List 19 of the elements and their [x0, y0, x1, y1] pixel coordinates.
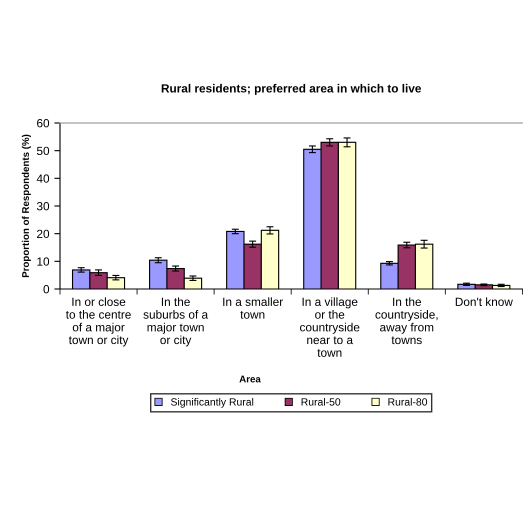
chart-title: Rural residents; preferred area in which to live	[162, 84, 422, 95]
x-tick-label: In the suburbs of a major town or city	[143, 297, 208, 346]
y-tick-label: 40	[36, 174, 50, 183]
x-tick-label: Don't know	[456, 297, 513, 306]
legend-label: Significantly Rural	[170, 398, 254, 408]
legend-label: Rural-50	[302, 398, 340, 406]
y-tick-label: 0	[43, 285, 50, 294]
x-axis-title: Area	[239, 376, 261, 382]
legend-label: Rural-80	[388, 398, 428, 406]
y-tick-label: 30	[36, 202, 50, 210]
y-axis-title: Proportion of Respondents (%)	[22, 134, 31, 278]
y-tick-label: 50	[36, 146, 50, 156]
x-tick-label: In a smaller town	[223, 297, 283, 319]
x-tick-label: In a village or the countryside near to a town	[300, 297, 360, 357]
y-tick-label: 10	[37, 257, 50, 266]
y-tick-label: 20	[37, 230, 50, 238]
x-tick-label: In or close to the centre of a major town or city	[66, 297, 131, 346]
y-tick-label: 60	[37, 119, 50, 128]
x-tick-label: In the countryside, away from towns	[375, 297, 438, 344]
